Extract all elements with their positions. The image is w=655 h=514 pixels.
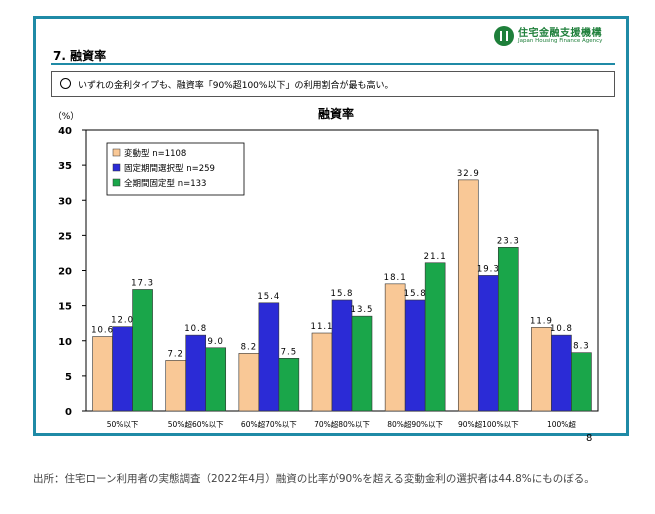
y-tick-label: 40 [58,126,72,137]
logo-name-en: Japan Housing Finance Agency [518,38,603,44]
loan-ratio-bar-chart: 融資率 （%） 0 5 10 15 20 25 30 35 40 10.612.0 17.3 50%以下 7… [53,106,599,429]
summary-note-text: いずれの金利タイプも、融資率「90%超100%以下」の利用割合が最も高い。 [78,81,394,91]
bar [278,358,300,412]
bar [92,336,113,412]
chart-title: 融資率 [318,106,354,121]
bar-value-label: 15.4 [257,292,280,302]
bar-value-label: 8.3 [573,342,590,352]
bar [551,334,572,412]
bar [477,275,499,412]
legend-swatch [112,148,121,157]
y-tick-label: 30 [58,196,72,207]
bar-value-label: 11.9 [530,316,553,326]
logo-name-jp: 住宅金融支援機構 [518,28,602,39]
legend-swatch [112,163,121,172]
y-tick-label: 35 [58,161,72,172]
x-tick-label: 90%超100%以下 [458,420,519,429]
bar-value-label: 18.1 [384,273,407,283]
bar-value-label: 11.1 [311,322,334,332]
legend-label: 固定期間選択型 n=259 [124,163,215,174]
bar-value-label: 7.5 [281,347,298,357]
bar [258,302,280,412]
bar-value-label: 12.0 [111,316,134,326]
y-axis-label: （%） [53,111,80,122]
title-divider [51,63,615,65]
bar [424,262,446,412]
house-logo-icon [494,26,514,46]
y-tick-label: 0 [65,407,72,418]
summary-note: いずれの金利タイプも、融資率「90%超100%以下」の利用割合が最も高い。 [51,71,615,97]
y-tick-label: 5 [65,372,72,383]
bar-value-label: 32.9 [457,169,480,179]
x-tick-label: 100%超 [547,420,576,429]
bar [112,326,133,412]
page-number: 8 [586,433,593,444]
bar [311,332,333,412]
bar [165,360,187,412]
x-tick-label: 80%超90%以下 [387,420,443,429]
bar-value-label: 17.3 [131,278,154,288]
bar [351,315,373,412]
y-tick-label: 20 [58,267,72,278]
y-tick-label: 25 [58,231,72,242]
source-caption: 出所：住宅ローン利用者の実態調査（2022年4月）融資の比率が90%を超える変動… [33,473,595,485]
circle-bullet-icon [60,78,71,89]
bar [132,289,153,412]
bar-value-label: 9.0 [207,337,224,347]
legend-label: 全期間固定型 n=133 [124,178,206,189]
bar-value-label: 19.3 [477,264,500,274]
bar [185,334,207,412]
bar [238,353,260,412]
legend-box [106,142,245,196]
bar-value-label: 8.2 [241,342,258,352]
legend-swatch [112,178,121,187]
x-tick-label: 50%超60%以下 [168,420,224,429]
agency-logo: 住宅金融支援機構 Japan Housing Finance Agency [494,24,614,50]
bar-value-label: 13.5 [351,305,374,315]
bar [331,299,353,412]
bar [531,327,552,412]
bar-value-label: 10.8 [550,324,573,334]
bar-value-label: 7.2 [167,349,184,359]
y-tick-label: 10 [58,337,72,348]
bar [497,247,519,412]
x-tick-label: 70%超80%以下 [314,420,370,429]
bar [571,352,592,412]
x-tick-label: 60%超70%以下 [241,420,297,429]
bar [205,347,227,412]
bar-value-label: 15.8 [404,289,427,299]
bar-value-label: 15.8 [331,289,354,299]
bar-value-label: 23.3 [497,236,520,246]
bar [457,179,479,412]
bar [384,283,406,412]
x-tick-label: 50%以下 [107,420,139,429]
section-title: 7. 融資率 [53,49,107,63]
legend-label: 変動型 n=1108 [124,148,186,159]
bar [404,299,426,412]
bar-value-label: 21.1 [424,252,447,262]
y-tick-label: 15 [58,302,72,313]
bar-value-label: 10.8 [184,324,207,334]
bar-value-label: 10.6 [91,326,114,336]
